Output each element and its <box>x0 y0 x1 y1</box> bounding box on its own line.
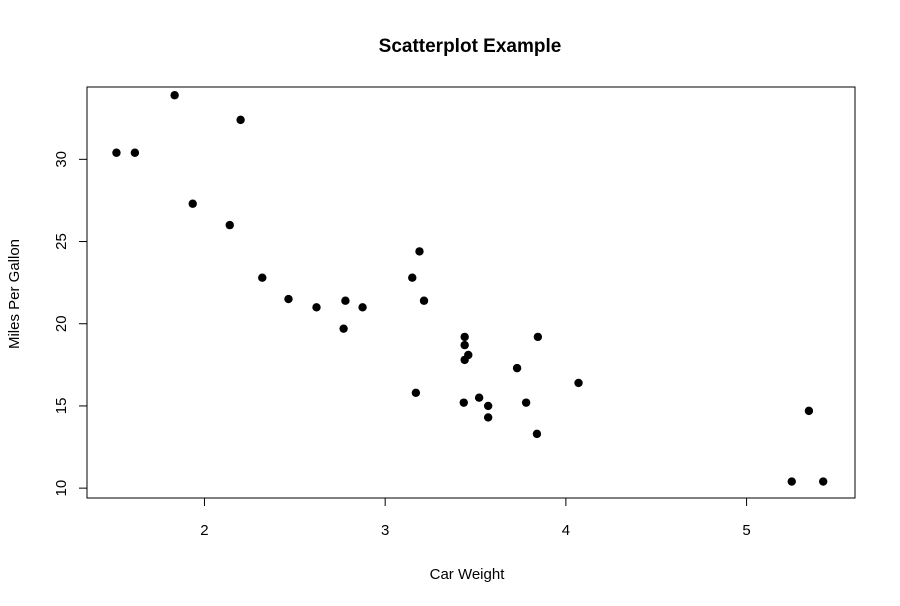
y-axis: 10 15 20 25 30 <box>53 151 88 497</box>
data-point <box>284 294 293 304</box>
x-tick-label: 4 <box>562 522 570 539</box>
data-point <box>112 148 121 157</box>
data-point <box>225 220 234 230</box>
data-point <box>170 91 179 100</box>
data-points <box>112 91 828 486</box>
x-axis: 2 3 4 5 <box>200 497 751 539</box>
y-tick-label: 25 <box>53 233 70 250</box>
data-point <box>258 273 267 282</box>
data-point <box>460 340 469 350</box>
data-point <box>483 413 493 422</box>
y-tick-label: 20 <box>53 315 70 332</box>
data-point <box>804 406 814 416</box>
data-point <box>411 388 421 397</box>
data-point <box>474 393 484 402</box>
y-tick-label: 10 <box>53 480 70 497</box>
data-point <box>415 247 424 256</box>
data-point <box>460 332 469 342</box>
plot-frame <box>86 86 856 499</box>
data-point <box>464 350 473 360</box>
data-point <box>574 378 583 388</box>
data-point <box>483 401 493 411</box>
data-point <box>339 324 348 333</box>
x-axis-label: Car Weight <box>430 566 506 583</box>
x-tick-label: 3 <box>381 522 389 539</box>
data-point <box>533 332 543 342</box>
data-point <box>130 148 140 157</box>
data-point <box>312 303 321 312</box>
data-point <box>787 477 796 486</box>
data-point <box>532 429 542 439</box>
data-point <box>358 303 367 312</box>
y-tick-label: 15 <box>53 398 70 415</box>
data-point <box>341 296 350 305</box>
data-point <box>419 296 429 305</box>
data-point <box>521 398 531 407</box>
data-point <box>408 273 417 282</box>
y-tick-label: 30 <box>53 151 70 168</box>
data-point <box>512 363 522 373</box>
x-tick-label: 2 <box>200 522 208 539</box>
data-point <box>236 115 245 125</box>
data-point <box>188 199 197 208</box>
data-point <box>818 477 828 486</box>
chart-title: Scatterplot Example <box>379 36 562 57</box>
data-point <box>459 398 468 407</box>
y-axis-label: Miles Per Gallon <box>6 239 23 349</box>
x-tick-label: 5 <box>742 522 750 539</box>
